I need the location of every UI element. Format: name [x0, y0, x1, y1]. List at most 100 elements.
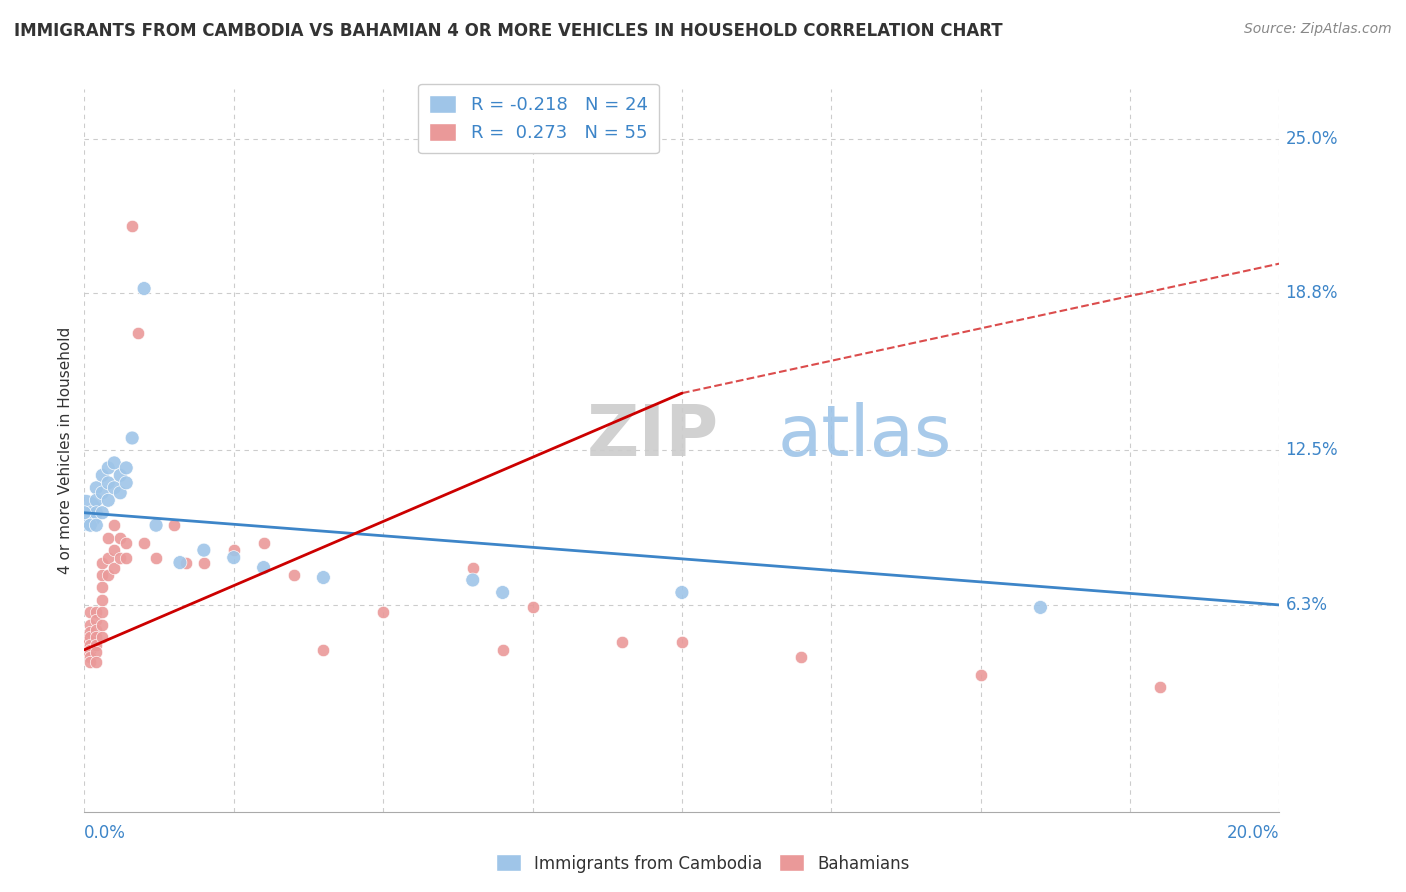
Point [283, 568, 305, 582]
Point [73, 630, 96, 644]
Point [373, 606, 395, 620]
Point [73, 635, 96, 649]
Point [91, 506, 114, 520]
Text: IMMIGRANTS FROM CAMBODIA VS BAHAMIAN 4 OR MORE VEHICLES IN HOUSEHOLD CORRELATION: IMMIGRANTS FROM CAMBODIA VS BAHAMIAN 4 O… [14, 22, 1002, 40]
Text: ZIP: ZIP [586, 401, 718, 470]
Point [79, 625, 101, 640]
Point [193, 556, 215, 570]
Point [145, 550, 167, 565]
Point [91, 556, 114, 570]
Point [73, 506, 96, 520]
Point [91, 581, 114, 595]
Point [79, 506, 101, 520]
Point [145, 518, 167, 533]
Point [86, 638, 108, 652]
Point [121, 431, 143, 445]
Point [492, 642, 515, 657]
Point [91, 630, 114, 644]
Legend: Immigrants from Cambodia, Bahamians: Immigrants from Cambodia, Bahamians [489, 847, 917, 880]
Point [86, 623, 108, 637]
Point [461, 560, 484, 574]
Point [79, 655, 101, 669]
Point [103, 481, 125, 495]
Point [110, 531, 132, 545]
Point [127, 326, 149, 341]
Point [79, 518, 101, 533]
Point [91, 606, 114, 620]
Point [193, 543, 215, 558]
Point [79, 638, 101, 652]
Legend: R = -0.218   N = 24, R =  0.273   N = 55: R = -0.218 N = 24, R = 0.273 N = 55 [419, 84, 658, 153]
Point [91, 618, 114, 632]
Point [222, 543, 245, 558]
Point [97, 568, 120, 582]
Point [79, 618, 101, 632]
Point [790, 650, 813, 665]
Point [1149, 680, 1171, 694]
Point [253, 535, 276, 549]
Point [115, 550, 138, 565]
Point [97, 550, 120, 565]
Point [103, 543, 125, 558]
Point [97, 461, 120, 475]
Text: 12.5%: 12.5% [1285, 442, 1339, 459]
Point [86, 606, 108, 620]
Point [121, 219, 143, 234]
Point [115, 475, 138, 490]
Point [115, 535, 138, 549]
Point [86, 613, 108, 627]
Point [86, 518, 108, 533]
Point [103, 456, 125, 470]
Point [103, 518, 125, 533]
Point [163, 518, 186, 533]
Point [612, 635, 634, 649]
Point [132, 281, 156, 295]
Point [671, 635, 693, 649]
Point [522, 600, 544, 615]
Point [97, 493, 120, 508]
Point [86, 481, 108, 495]
Point [86, 630, 108, 644]
Point [253, 560, 276, 574]
Point [110, 485, 132, 500]
Point [174, 556, 197, 570]
Y-axis label: 4 or more Vehicles in Household: 4 or more Vehicles in Household [58, 326, 73, 574]
Point [86, 493, 108, 508]
Text: 0.0%: 0.0% [84, 824, 127, 842]
Point [91, 593, 114, 607]
Point [110, 468, 132, 483]
Point [115, 461, 138, 475]
Text: atlas: atlas [778, 401, 952, 470]
Point [1029, 600, 1052, 615]
Point [169, 556, 191, 570]
Point [91, 468, 114, 483]
Point [671, 585, 693, 599]
Point [86, 655, 108, 669]
Point [970, 667, 993, 681]
Point [86, 645, 108, 659]
Point [312, 642, 335, 657]
Text: 20.0%: 20.0% [1227, 824, 1279, 842]
Point [86, 506, 108, 520]
Point [79, 642, 101, 657]
Point [103, 560, 125, 574]
Point [79, 630, 101, 644]
Point [461, 573, 484, 587]
Point [73, 642, 96, 657]
Point [91, 568, 114, 582]
Point [97, 531, 120, 545]
Point [73, 506, 96, 520]
Point [110, 550, 132, 565]
Point [312, 570, 335, 584]
Point [79, 650, 101, 665]
Text: 25.0%: 25.0% [1285, 130, 1339, 148]
Text: Source: ZipAtlas.com: Source: ZipAtlas.com [1244, 22, 1392, 37]
Point [222, 550, 245, 565]
Point [492, 585, 515, 599]
Point [97, 475, 120, 490]
Text: 6.3%: 6.3% [1285, 596, 1327, 614]
Point [79, 606, 101, 620]
Text: 18.8%: 18.8% [1285, 285, 1339, 302]
Point [91, 485, 114, 500]
Point [132, 535, 156, 549]
